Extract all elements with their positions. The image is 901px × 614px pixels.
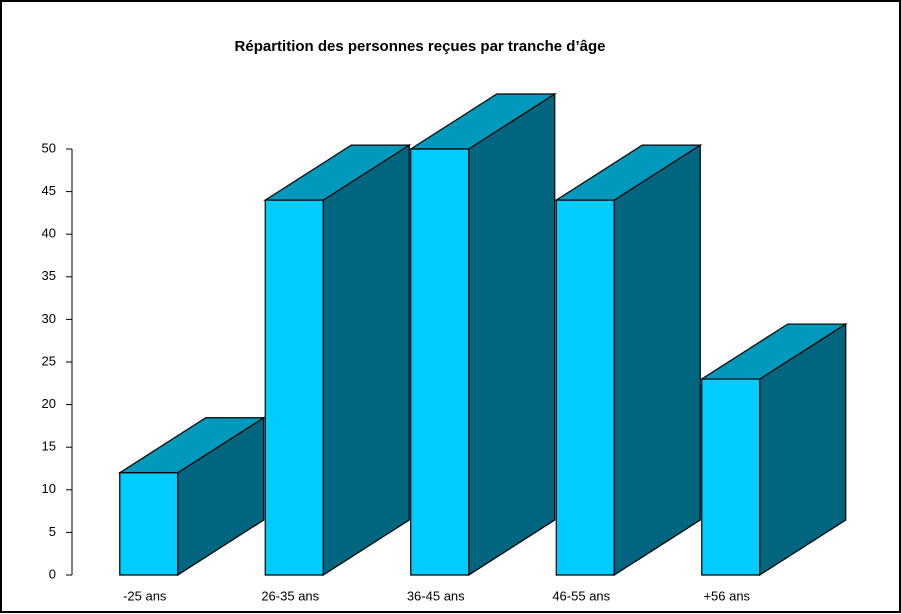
- y-tick-label: 5: [49, 524, 56, 539]
- y-tick-label: 50: [42, 140, 56, 155]
- bar: [554, 144, 703, 577]
- y-tick-label: 0: [49, 566, 56, 581]
- bar-front: [410, 148, 470, 576]
- bar-front: [264, 199, 324, 576]
- y-tick-label: 30: [42, 311, 56, 326]
- bar-side: [613, 144, 701, 577]
- x-tick-label: 46-55 ans: [552, 588, 610, 603]
- bar: [699, 322, 848, 577]
- x-tick-label: 36-45 ans: [407, 588, 465, 603]
- y-tick-label: 45: [42, 183, 56, 198]
- bar-front: [119, 472, 179, 576]
- bar-front: [555, 199, 615, 576]
- x-tick-label: 26-35 ans: [261, 588, 319, 603]
- chart-title: Répartition des personnes reçues par tra…: [235, 38, 606, 55]
- y-tick-label: 25: [42, 353, 56, 368]
- bar-side: [322, 144, 410, 577]
- x-tick-label: +56 ans: [703, 588, 750, 603]
- y-tick-label: 35: [42, 268, 56, 283]
- x-tick-label: -25 ans: [123, 588, 167, 603]
- y-tick-label: 40: [42, 226, 56, 241]
- bar: [263, 144, 412, 577]
- bar-front: [701, 378, 761, 576]
- y-tick-label: 20: [42, 396, 56, 411]
- bar: [408, 92, 557, 577]
- bar: [117, 416, 266, 577]
- bar-side: [468, 92, 556, 577]
- y-tick-label: 15: [42, 439, 56, 454]
- y-tick-label: 10: [42, 481, 56, 496]
